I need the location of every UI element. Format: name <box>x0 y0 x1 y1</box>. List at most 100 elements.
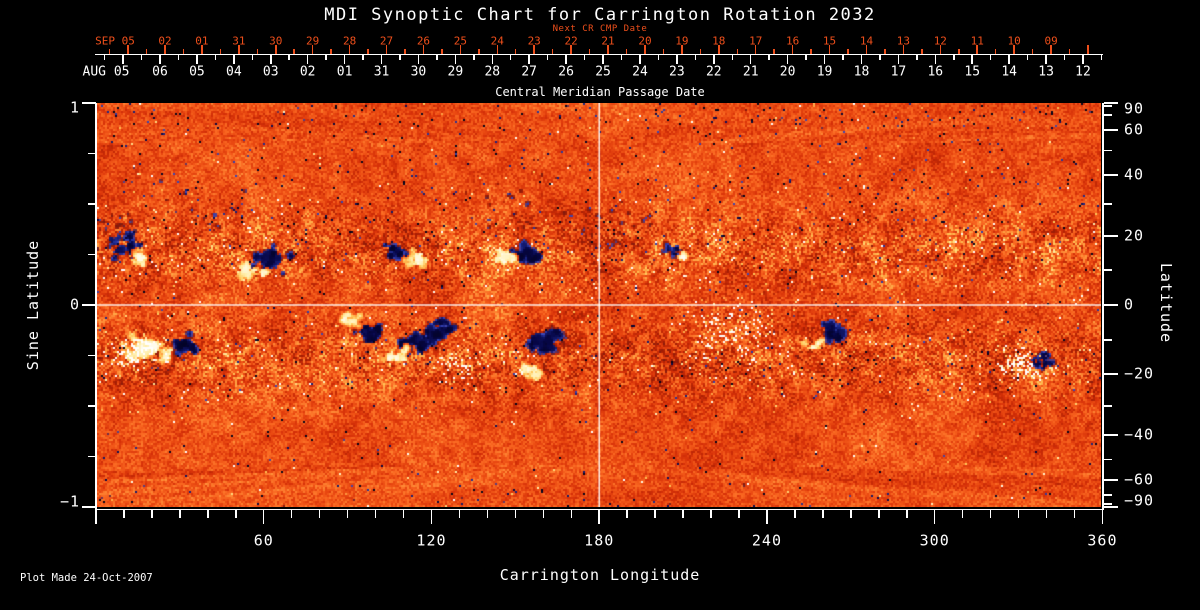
next-cr-day-tick <box>791 45 794 54</box>
cmp-day-tick <box>602 55 604 64</box>
next-cr-halfday-tick <box>182 49 185 54</box>
cmp-date-label: 23 <box>669 64 685 80</box>
next-cr-day-tick <box>533 45 535 54</box>
next-cr-date-label: 22 <box>564 34 578 48</box>
cmp-date-label: 14 <box>1001 64 1017 80</box>
x-major-tick <box>1101 510 1104 524</box>
cmp-date-label: 22 <box>705 64 722 80</box>
cmp-halfday-tick <box>731 55 733 60</box>
next-cr-day-tick <box>902 45 905 54</box>
next-cr-date-label: 20 <box>638 34 652 48</box>
next-cr-day-tick <box>718 45 720 54</box>
cmp-date-label: 20 <box>779 64 796 80</box>
next-cr-halfday-tick <box>1031 49 1034 54</box>
cmp-day-tick <box>897 55 900 64</box>
cmp-date-label: 25 <box>595 64 611 80</box>
y-axis-title-right: Latitude <box>1157 262 1175 344</box>
cmp-day-tick <box>713 55 715 64</box>
y-left-minor-tick <box>88 152 96 155</box>
y-right-minor-tick <box>1103 458 1112 461</box>
x-minor-tick <box>961 510 964 518</box>
next-cr-halfday-tick <box>958 49 960 54</box>
cmp-halfday-tick <box>657 55 660 60</box>
x-minor-tick <box>123 510 125 518</box>
x-minor-tick <box>542 510 545 518</box>
y-right-minor-tick <box>1103 105 1112 107</box>
y-left-tick-label: 1 <box>69 98 80 117</box>
x-major-tick <box>95 510 97 524</box>
next-cr-halfday-tick <box>921 49 923 54</box>
y-left-tick-label: 0 <box>69 295 80 314</box>
cmp-day-tick <box>454 55 457 64</box>
cmp-halfday-tick <box>916 55 918 60</box>
next-cr-day-tick <box>496 45 499 54</box>
next-cr-halfday-tick <box>293 49 295 54</box>
x-minor-tick <box>1017 510 1020 518</box>
cmp-halfday-tick <box>546 55 549 60</box>
cmp-halfday-tick <box>473 55 475 60</box>
next-cr-halfday-tick <box>884 49 886 54</box>
next-cr-halfday-tick <box>847 49 849 54</box>
magnetogram-image <box>97 103 1101 507</box>
cmp-day-tick <box>565 55 567 64</box>
y-right-major-tick <box>1103 506 1118 508</box>
cmp-day-tick <box>1082 55 1084 64</box>
cmp-date-label: 28 <box>484 64 501 80</box>
cmp-date-label: 04 <box>226 64 242 80</box>
next-cr-date-label: 10 <box>1007 34 1021 48</box>
next-cr-date-label: 27 <box>379 34 394 48</box>
y-right-major-tick <box>1103 235 1118 237</box>
cmp-date-label: 26 <box>558 64 574 80</box>
y-right-tick-label: −60 <box>1124 470 1155 489</box>
y-right-major-tick <box>1103 373 1118 375</box>
y-left-minor-tick <box>88 455 96 458</box>
next-cr-day-tick <box>1050 45 1052 54</box>
top-axis-line <box>95 53 1103 55</box>
cmp-halfday-tick <box>1026 55 1029 60</box>
cmp-day-tick <box>270 55 272 64</box>
x-minor-tick <box>486 510 489 518</box>
cmp-date-label: 15 <box>964 64 981 80</box>
next-cr-halfday-tick <box>514 49 517 54</box>
next-cr-day-tick <box>976 45 978 54</box>
next-cr-start-label: SEP 05 <box>95 34 135 48</box>
x-minor-tick <box>151 510 153 518</box>
cmp-halfday-tick <box>989 55 992 60</box>
y-right-major-tick <box>1103 434 1118 436</box>
next-cr-day-tick <box>939 45 942 54</box>
next-cr-day-tick <box>275 45 277 54</box>
y-left-minor-tick <box>88 354 96 357</box>
cmp-date-label: 03 <box>262 64 279 80</box>
next-cr-day-tick <box>385 45 388 54</box>
x-tick-label: 360 <box>1087 531 1118 550</box>
cmp-date-label: 01 <box>336 64 353 80</box>
next-cr-halfday-tick <box>994 49 997 54</box>
next-cr-date-label: 25 <box>453 34 467 48</box>
y-right-minor-tick <box>1103 114 1112 116</box>
next-cr-date-label: 21 <box>601 34 615 48</box>
cmp-date-label: 17 <box>890 64 907 80</box>
cmp-halfday-tick <box>1100 55 1103 60</box>
y-right-tick-label: 0 <box>1124 295 1135 314</box>
cmp-day-tick <box>417 55 420 64</box>
cmp-halfday-tick <box>509 55 512 60</box>
next-cr-day-tick <box>644 45 646 54</box>
y-right-minor-tick <box>1103 269 1112 271</box>
x-axis-title: Carrington Longitude <box>499 566 701 584</box>
cmp-halfday-tick <box>436 55 438 60</box>
cmp-date-label: 21 <box>742 64 759 80</box>
y-right-minor-tick <box>1103 503 1112 505</box>
next-cr-halfday-tick <box>625 49 628 54</box>
next-cr-day-tick <box>1013 45 1015 54</box>
x-minor-tick <box>878 510 880 518</box>
cmp-axis-title: Central Meridian Passage Date <box>495 85 705 99</box>
cmp-day-tick <box>122 55 124 64</box>
next-cr-date-label: 30 <box>269 34 283 48</box>
next-cr-halfday-tick <box>773 49 775 54</box>
next-cr-axis-title: Next CR CMP Date <box>552 24 648 34</box>
x-minor-tick <box>570 510 573 518</box>
y-right-tick-label: 20 <box>1124 226 1145 245</box>
cmp-date-label: 19 <box>816 64 833 80</box>
next-cr-date-label: 01 <box>195 34 209 48</box>
cmp-day-tick <box>491 55 494 64</box>
